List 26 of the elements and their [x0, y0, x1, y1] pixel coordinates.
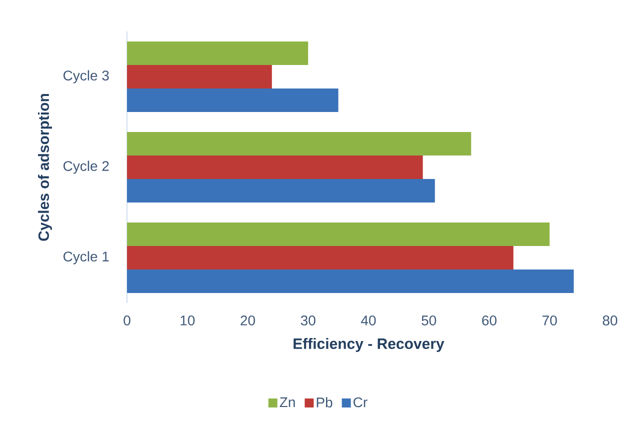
x-axis-title: Efficiency - Recovery [294, 338, 444, 352]
x-tick-label: 80 [602, 316, 618, 326]
bar [127, 179, 435, 203]
x-tick-label: 40 [361, 316, 376, 326]
x-tick-label: 10 [180, 316, 195, 326]
bar [127, 155, 423, 180]
legend-label: Pb [316, 397, 332, 408]
y-tick-label: Cycle 2 [63, 160, 109, 174]
y-tick-label: Cycle 3 [63, 70, 109, 84]
x-tick-label: 50 [422, 316, 436, 326]
bar [127, 132, 472, 156]
bar [127, 41, 308, 65]
x-tick-label: 0 [124, 316, 130, 326]
bar [127, 64, 272, 89]
bar [127, 246, 514, 270]
y-axis-title: Cycles of adsorption [38, 94, 52, 241]
x-tick-label: 60 [482, 316, 496, 326]
x-tick-label: 20 [240, 316, 255, 326]
y-tick-label: Cycle 1 [63, 251, 109, 264]
x-tick-label: 70 [542, 316, 557, 326]
legend-label: Zn [280, 397, 295, 408]
x-tick-label: 30 [300, 316, 316, 326]
bar [127, 88, 338, 112]
bar [127, 222, 550, 246]
bar [127, 270, 574, 294]
legend-label: Cr [354, 397, 368, 408]
